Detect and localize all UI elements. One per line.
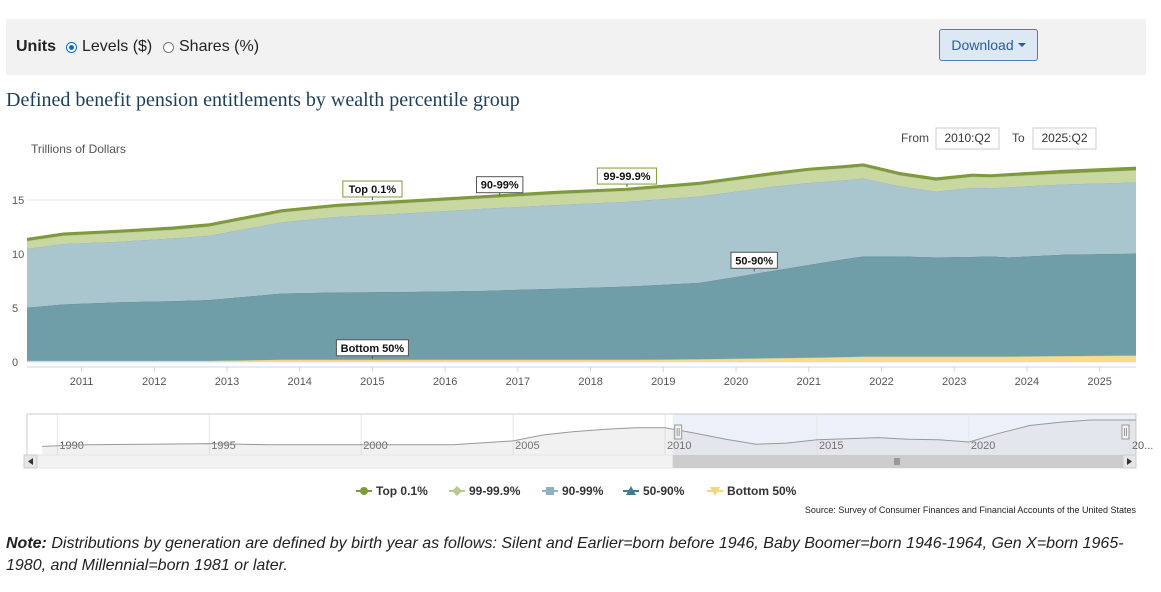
legend-label[interactable]: Top 0.1%: [376, 484, 428, 498]
page-title: Defined benefit pension entitlements by …: [6, 89, 520, 111]
controls-bar: Units Levels ($) Shares (%) Download: [6, 19, 1146, 75]
label-text: Bottom 50%: [341, 343, 405, 355]
x-tick-label: 2015: [360, 376, 384, 388]
x-tick-label: 2020: [724, 376, 748, 388]
x-tick-label: 2014: [287, 376, 311, 388]
legend-item-50-90-[interactable]: 50-90%: [623, 484, 685, 498]
source-text: Source: Survey of Consumer Finances and …: [805, 505, 1137, 515]
legend-label[interactable]: 90-99%: [562, 484, 604, 498]
navigator-frame: [26, 413, 1137, 456]
area-90-99-: [27, 178, 1136, 308]
to-input[interactable]: 2025:Q2: [1041, 131, 1087, 145]
label-text: 99-99.9%: [603, 171, 650, 183]
legend-item-99-99-9-[interactable]: 99-99.9%: [449, 484, 521, 498]
x-tick-label: 2023: [942, 376, 966, 388]
y-axis-title: Trillions of Dollars: [31, 142, 126, 156]
x-tick-label: 2024: [1015, 376, 1039, 388]
navigator-label: 20...: [1132, 440, 1153, 452]
label-top-0-1-: Top 0.1%: [342, 180, 403, 200]
navigator-label: 2020: [971, 440, 995, 452]
x-tick-label: 2025: [1087, 376, 1111, 388]
chart: From 2010:Q2 To 2025:Q2 Trillions of Dol…: [12, 127, 1153, 515]
note: Note: Distributions by generation are de…: [6, 533, 1146, 577]
label-bottom-50-: Bottom 50%: [335, 339, 409, 359]
from-label: From: [901, 131, 929, 145]
label-99-99-9-: 99-99.9%: [596, 167, 658, 188]
legend-label[interactable]: 50-90%: [643, 484, 685, 498]
x-tick-label: 2016: [433, 376, 457, 388]
x-tick-label: 2017: [506, 376, 530, 388]
navigator-label: 2010: [667, 440, 691, 452]
label-90-99-: 90-99%: [475, 176, 524, 196]
navigator-left-handle[interactable]: [674, 424, 683, 440]
navigator-right-handle[interactable]: [1121, 424, 1130, 440]
navigator-series: [42, 419, 1136, 447]
shares-radio[interactable]: Shares (%): [163, 38, 259, 56]
navigator-label: 2000: [363, 440, 387, 452]
legend-label[interactable]: 99-99.9%: [469, 484, 521, 498]
legend-item-bottom-50-[interactable]: Bottom 50%: [707, 484, 797, 498]
circle-marker-icon: [360, 487, 368, 495]
navigator-label: 2005: [515, 440, 539, 452]
to-label: To: [1012, 131, 1025, 145]
shares-radio-label[interactable]: Shares (%): [179, 38, 260, 55]
note-text: Distributions by generation are defined …: [6, 535, 1124, 574]
area-line-top-0-1-: [26, 163, 1137, 240]
triangle-down-marker-icon: [710, 487, 720, 496]
scroll-left-icon: [28, 458, 33, 465]
diamond-marker-icon: [452, 486, 462, 496]
units-label: Units: [16, 38, 56, 55]
label-50-90-: 50-90%: [730, 251, 778, 272]
levels-radio-label[interactable]: Levels ($): [82, 38, 153, 55]
y-tick-label: 5: [12, 303, 18, 315]
x-tick-label: 2012: [142, 376, 166, 388]
navigator-label: 1990: [59, 440, 83, 452]
x-tick-label: 2022: [869, 376, 893, 388]
x-tick-label: 2019: [651, 376, 675, 388]
triangle-marker-icon: [626, 486, 636, 495]
y-tick-label: 10: [12, 249, 24, 261]
label-text: Top 0.1%: [349, 184, 397, 196]
scroll-right-icon: [1127, 458, 1132, 465]
from-input[interactable]: 2010:Q2: [944, 131, 990, 145]
shares-radio-button[interactable]: [163, 41, 174, 53]
levels-radio[interactable]: Levels ($): [66, 38, 152, 56]
x-tick-label: 2021: [797, 376, 821, 388]
navigator-selection[interactable]: [672, 414, 1136, 455]
navigator-label: 1995: [211, 440, 235, 452]
download-button[interactable]: Download: [939, 29, 1038, 61]
navigator-label: 2015: [819, 440, 843, 452]
label-text: 90-99%: [481, 180, 519, 192]
note-label: Note:: [6, 535, 47, 552]
x-tick-label: 2011: [70, 376, 94, 388]
x-tick-label: 2013: [215, 376, 239, 388]
y-tick-label: 15: [12, 195, 24, 207]
legend-item-top-0-1-[interactable]: Top 0.1%: [356, 484, 428, 498]
from-input-box[interactable]: [935, 127, 1000, 150]
area-50-90-: [27, 253, 1136, 361]
navigator-area: [42, 420, 1137, 455]
square-marker-icon: [546, 487, 554, 495]
download-label[interactable]: Download: [951, 37, 1014, 53]
y-tick-label: 0: [12, 357, 18, 369]
scrollbar-thumb[interactable]: [672, 455, 1124, 468]
label-text: 50-90%: [735, 255, 773, 267]
legend-item-90-99-[interactable]: 90-99%: [542, 484, 604, 498]
levels-radio-button[interactable]: [66, 41, 77, 53]
caret-down-icon: [1017, 43, 1026, 47]
area-bottom-50-: [27, 355, 1136, 362]
legend-label[interactable]: Bottom 50%: [727, 484, 797, 498]
x-tick-label: 2018: [578, 376, 602, 388]
to-input-box[interactable]: [1032, 127, 1097, 150]
